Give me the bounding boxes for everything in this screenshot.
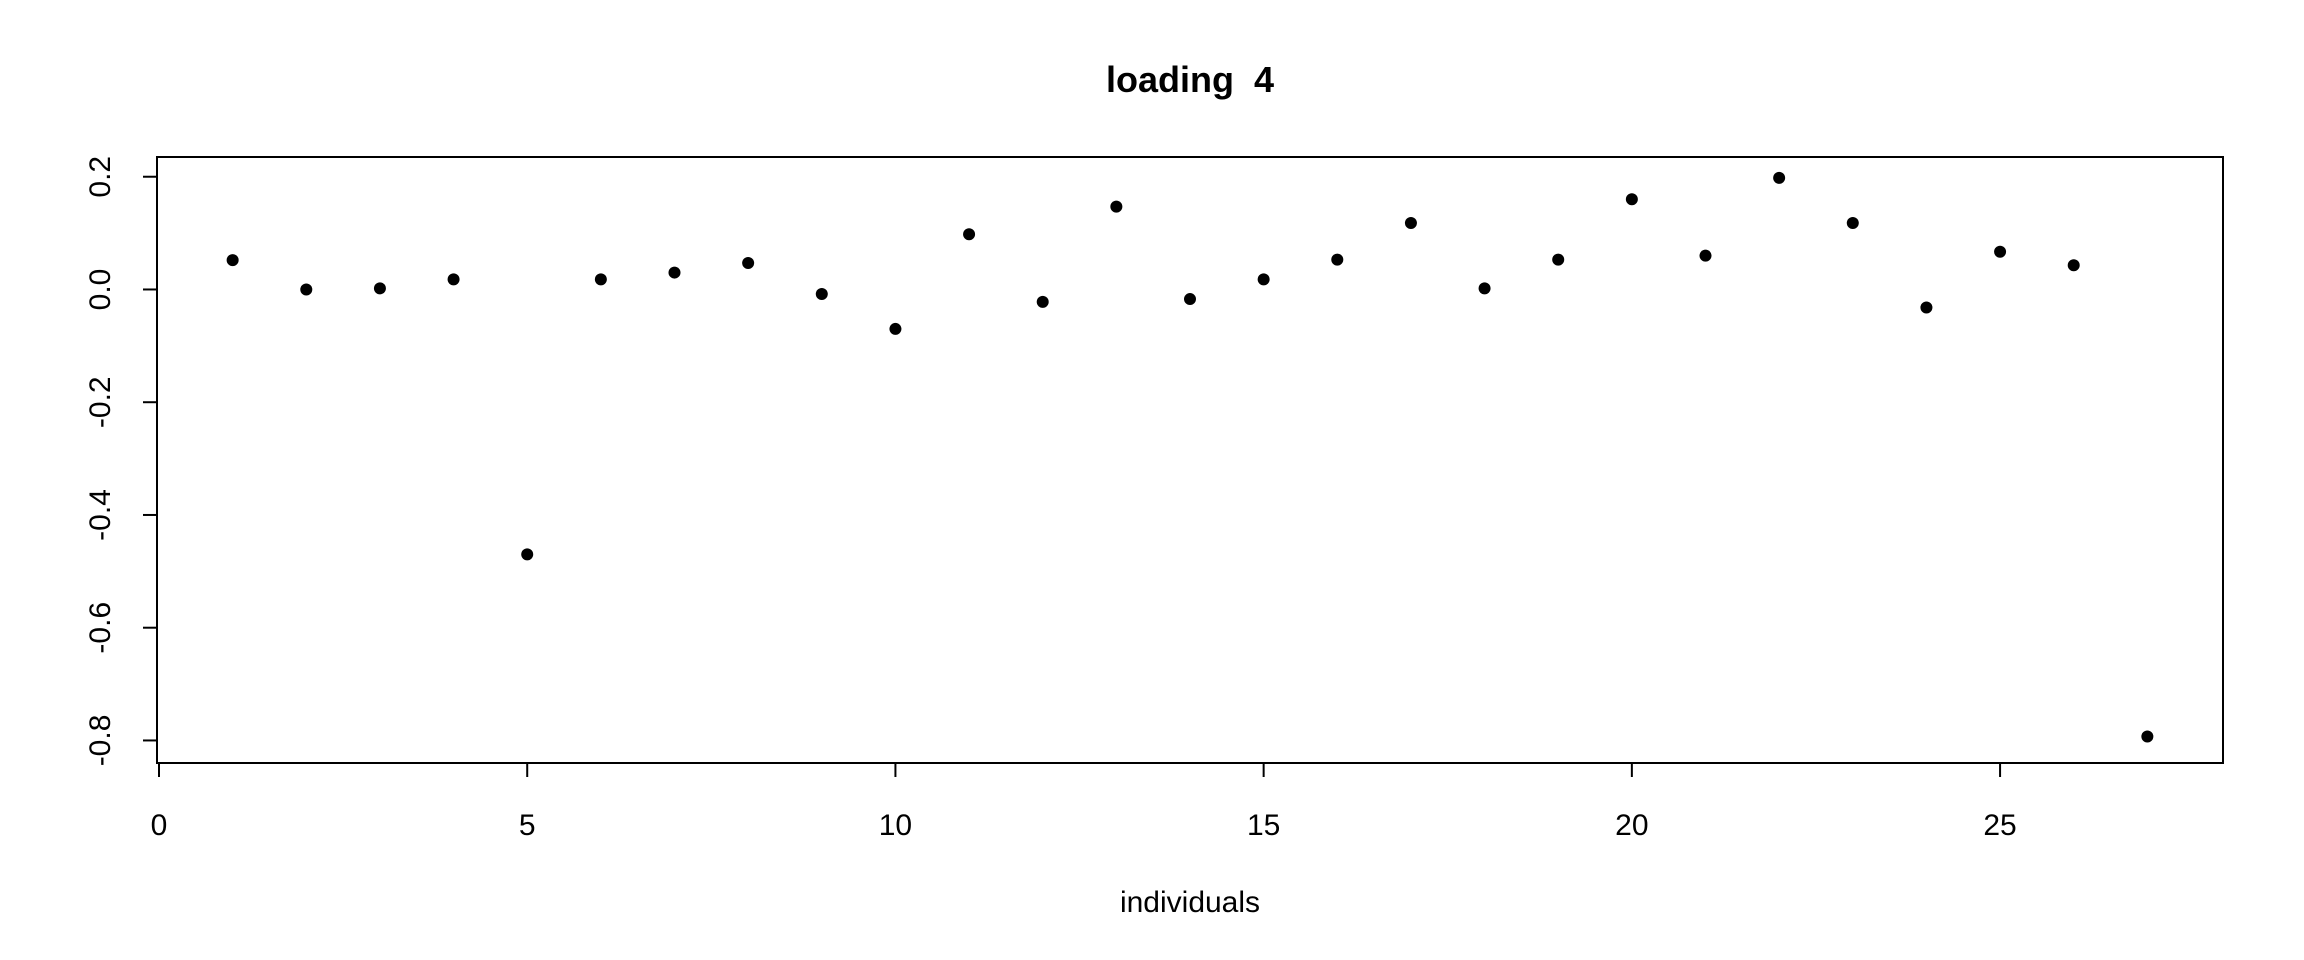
data-point <box>2067 259 2080 272</box>
y-tick-label: 0.0 <box>84 269 117 311</box>
x-tick-label: 5 <box>519 809 536 842</box>
x-axis: 0 5 10 15 20 25 <box>151 762 2017 842</box>
y-tick-label: -0.8 <box>84 715 117 767</box>
data-point <box>1920 301 1933 314</box>
x-axis-label: individuals <box>1120 886 1260 919</box>
data-point <box>1184 293 1196 306</box>
data-points <box>226 171 2154 743</box>
data-point <box>668 266 681 279</box>
x-tick-label: 20 <box>1615 809 1648 842</box>
data-point <box>1552 253 1565 266</box>
data-point <box>226 254 239 267</box>
data-point <box>742 256 755 269</box>
data-point <box>1331 253 1344 266</box>
data-point <box>373 282 386 295</box>
data-point <box>1994 245 2007 258</box>
data-point <box>1846 216 1859 229</box>
chart-title: loading 4 <box>1106 59 1274 100</box>
data-point <box>1773 171 1786 184</box>
data-point <box>963 228 976 241</box>
x-tick-label: 15 <box>1247 809 1280 842</box>
data-point <box>447 273 460 286</box>
data-point <box>594 273 607 286</box>
data-point <box>300 283 313 296</box>
y-tick-label: -0.4 <box>84 489 117 541</box>
x-tick-label: 25 <box>1983 809 2016 842</box>
x-tick-label: 10 <box>879 809 912 842</box>
data-point <box>521 548 534 561</box>
y-axis: -0.8 -0.6 -0.4 -0.2 0.0 0.2 <box>84 156 158 767</box>
data-point <box>2141 730 2154 743</box>
plot-frame <box>156 156 2224 764</box>
data-point <box>1404 216 1417 229</box>
data-point <box>889 322 902 335</box>
data-point <box>815 287 828 300</box>
data-point <box>1257 273 1270 286</box>
data-point <box>1110 200 1123 213</box>
x-tick-label: 0 <box>151 809 168 842</box>
y-tick-label: 0.2 <box>84 156 117 198</box>
data-point <box>1036 295 1049 308</box>
y-tick-label: -0.6 <box>84 602 117 654</box>
data-point <box>1478 282 1491 295</box>
data-point <box>1699 249 1712 262</box>
data-point <box>1625 193 1638 206</box>
y-tick-label: -0.2 <box>84 376 117 428</box>
